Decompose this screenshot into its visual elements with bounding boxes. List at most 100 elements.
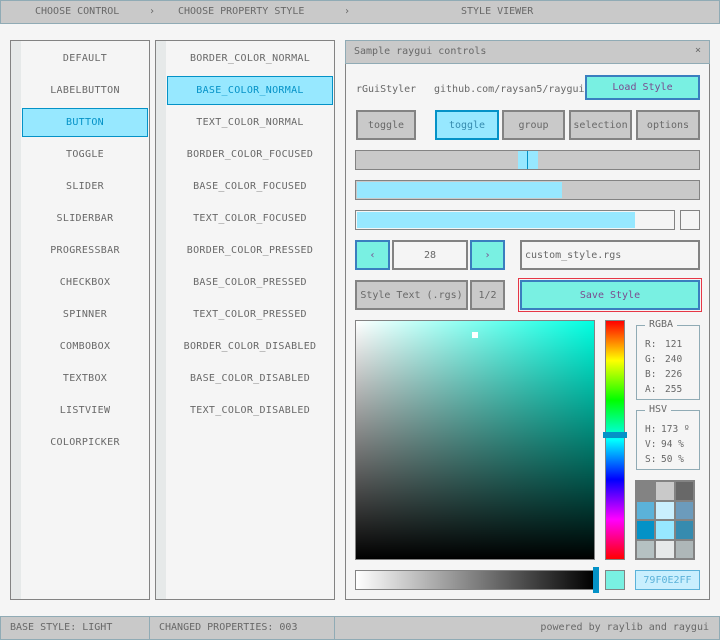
properties-list[interactable]: BORDER_COLOR_NORMAL BASE_COLOR_NORMAL TEXT… [155, 40, 335, 600]
list-item-border-color-focused[interactable]: BORDER_COLOR_FOCUSED [186, 149, 314, 160]
palette-swatch[interactable] [656, 540, 674, 558]
color-preview [605, 570, 625, 590]
alpha-selector[interactable] [593, 567, 599, 593]
v-label: V: [645, 439, 657, 450]
list-item-border-color-pressed[interactable]: BORDER_COLOR_PRESSED [186, 245, 314, 256]
status-text: CHANGED PROPERTIES: 003 [159, 622, 298, 633]
h-label: H: [645, 424, 657, 435]
list-item-button[interactable]: BUTTON [22, 108, 148, 137]
color-picker-area[interactable] [355, 320, 595, 560]
filename-textbox[interactable]: custom_style.rgs [520, 240, 700, 270]
status-base-style: BASE STYLE: LIGHT [0, 616, 150, 640]
spinner-value[interactable]: 28 [392, 240, 468, 270]
top-bar: CHOOSE CONTROL › CHOOSE PROPERTY STYLE ›… [0, 0, 720, 24]
controls-list[interactable]: DEFAULT LABELBUTTON BUTTON TOGGLE SLIDER SLID… [10, 40, 150, 600]
load-style-button[interactable]: Load Style [585, 75, 700, 100]
list-item-listview[interactable]: LISTVIEW [59, 405, 111, 416]
palette-swatch[interactable] [656, 482, 674, 500]
rgba-group: RGBA R: 121 G: 240 B: 226 A: 255 [636, 319, 700, 400]
list-item-checkbox[interactable]: CHECKBOX [59, 277, 111, 288]
list-item-base-color-focused[interactable]: BASE_COLOR_FOCUSED [193, 181, 307, 192]
list-item-text-color-focused[interactable]: TEXT_COLOR_FOCUSED [193, 213, 307, 224]
list-item-border-color-normal[interactable]: BORDER_COLOR_NORMAL [189, 53, 311, 64]
window-title: Sample raygui controls [354, 46, 487, 57]
hsv-group: HSV H: 173 º V: 94 % S: 50 % [636, 404, 700, 470]
scrollbar[interactable] [156, 41, 166, 599]
list-item-textbox[interactable]: TEXTBOX [62, 373, 108, 384]
link-label[interactable]: github.com/raysan5/raygui [434, 84, 585, 95]
palette-swatch[interactable] [637, 501, 655, 519]
style-combo-box[interactable]: Style Text (.rgs) [355, 280, 468, 310]
hue-selector[interactable] [603, 432, 627, 439]
scrollbar[interactable] [11, 41, 21, 599]
a-label: A: [645, 384, 657, 395]
rgba-title: RGBA [645, 319, 678, 330]
b-label: B: [645, 369, 657, 380]
list-item-labelbutton[interactable]: LABELBUTTON [50, 85, 120, 96]
hex-value-box[interactable]: 79F0E2FF [635, 570, 700, 590]
toggle-group-group[interactable]: group [502, 110, 565, 140]
chevron-right-icon: › [149, 6, 156, 17]
spinner-decrement-button[interactable]: ‹ [355, 240, 390, 270]
list-item-spinner[interactable]: SPINNER [62, 309, 108, 320]
status-text: BASE STYLE: LIGHT [10, 622, 113, 633]
s-value: 50 % [661, 454, 684, 465]
palette-swatch[interactable] [656, 501, 674, 519]
progress-bar [355, 210, 675, 230]
list-item-base-color-normal[interactable]: BASE_COLOR_NORMAL [167, 76, 333, 105]
app-label: rGuiStyler [356, 84, 417, 95]
list-item-combobox[interactable]: COMBOBOX [59, 341, 111, 352]
list-item-slider[interactable]: SLIDER [66, 181, 104, 192]
combo-page-button[interactable]: 1/2 [470, 280, 505, 310]
list-item-text-color-disabled[interactable]: TEXT_COLOR_DISABLED [189, 405, 311, 416]
textbox-value: custom_style.rgs [525, 249, 622, 261]
color-picker-cursor[interactable] [472, 332, 478, 339]
close-icon[interactable]: × [694, 45, 701, 56]
list-item-default[interactable]: DEFAULT [62, 53, 108, 64]
palette-swatch[interactable] [675, 540, 693, 558]
slider[interactable] [355, 150, 700, 170]
slider-bar[interactable] [355, 180, 700, 200]
save-style-button[interactable]: Save Style [520, 280, 700, 310]
palette-swatch[interactable] [656, 521, 674, 539]
list-item-border-color-disabled[interactable]: BORDER_COLOR_DISABLED [183, 341, 317, 352]
g-label: G: [645, 354, 657, 365]
checkbox[interactable] [680, 210, 700, 230]
hsv-title: HSV [645, 404, 672, 415]
list-item-text-color-pressed[interactable]: TEXT_COLOR_PRESSED [193, 309, 307, 320]
a-value: 255 [665, 384, 683, 395]
list-item-base-color-pressed[interactable]: BASE_COLOR_PRESSED [193, 277, 307, 288]
status-powered-by: powered by raylib and raygui [334, 616, 720, 640]
spinner-increment-button[interactable]: › [470, 240, 505, 270]
step-choose-property[interactable]: CHOOSE PROPERTY STYLE [178, 6, 305, 17]
toggle-group-options[interactable]: options [636, 110, 700, 140]
palette-swatch[interactable] [637, 521, 655, 539]
list-item-progressbar[interactable]: PROGRESSBAR [50, 245, 120, 256]
toggle-group-selection[interactable]: selection [569, 110, 632, 140]
status-text: powered by raylib and raygui [540, 622, 709, 633]
chevron-right-icon: › [344, 6, 351, 17]
progress-fill [357, 212, 636, 228]
list-item-text-color-normal[interactable]: TEXT_COLOR_NORMAL [196, 117, 304, 128]
v-value: 94 % [661, 439, 684, 450]
save-style-focus-ring [518, 278, 702, 312]
palette-swatch[interactable] [675, 482, 693, 500]
toggle-button[interactable]: toggle [356, 110, 416, 140]
hue-bar[interactable] [603, 320, 627, 560]
slider-bar-fill [357, 182, 562, 198]
palette-swatch[interactable] [675, 501, 693, 519]
palette-swatch[interactable] [637, 482, 655, 500]
list-item-colorpicker[interactable]: COLORPICKER [50, 437, 120, 448]
list-item-toggle[interactable]: TOGGLE [66, 149, 104, 160]
alpha-bar[interactable] [355, 570, 595, 590]
palette-swatch[interactable] [637, 540, 655, 558]
list-item-sliderbar[interactable]: SLIDERBAR [56, 213, 114, 224]
step-choose-control[interactable]: CHOOSE CONTROL [35, 6, 120, 17]
window-titlebar[interactable]: Sample raygui controls × [345, 40, 710, 64]
palette-swatch[interactable] [675, 521, 693, 539]
list-item-base-color-disabled[interactable]: BASE_COLOR_DISABLED [189, 373, 311, 384]
h-value: 173 º [661, 424, 690, 435]
slider-thumb[interactable] [517, 151, 538, 169]
step-style-viewer[interactable]: STYLE VIEWER [461, 6, 534, 17]
toggle-group-toggle[interactable]: toggle [435, 110, 499, 140]
